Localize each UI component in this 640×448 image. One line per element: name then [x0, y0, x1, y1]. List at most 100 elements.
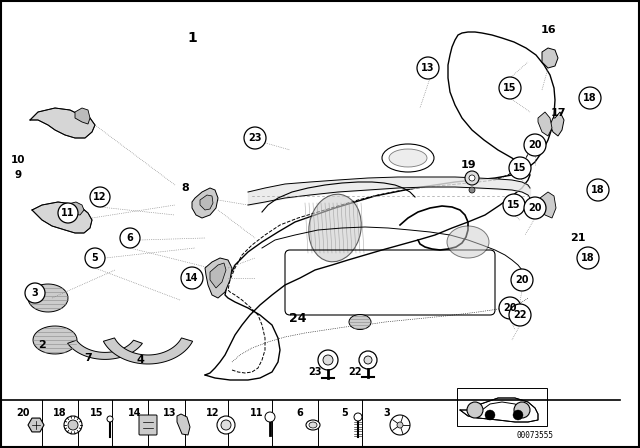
Ellipse shape — [309, 422, 317, 428]
Polygon shape — [28, 284, 68, 312]
Text: 19: 19 — [460, 160, 476, 170]
Text: 5: 5 — [92, 253, 99, 263]
Polygon shape — [200, 195, 213, 210]
Text: 20: 20 — [16, 408, 29, 418]
Polygon shape — [192, 188, 218, 218]
Polygon shape — [538, 112, 552, 136]
Ellipse shape — [447, 226, 489, 258]
Circle shape — [85, 248, 105, 268]
Circle shape — [354, 413, 362, 421]
Text: 6: 6 — [127, 233, 133, 243]
Circle shape — [513, 410, 523, 420]
Text: 14: 14 — [128, 408, 141, 418]
Circle shape — [25, 283, 45, 303]
Text: 20: 20 — [503, 303, 516, 313]
Circle shape — [244, 127, 266, 149]
Circle shape — [465, 171, 479, 185]
Circle shape — [323, 355, 333, 365]
Polygon shape — [75, 108, 90, 124]
Text: 15: 15 — [513, 163, 527, 173]
Text: 18: 18 — [583, 93, 597, 103]
Polygon shape — [68, 202, 84, 215]
Ellipse shape — [349, 314, 371, 329]
Circle shape — [217, 416, 235, 434]
Text: 00073555: 00073555 — [516, 431, 554, 440]
Text: 20: 20 — [528, 140, 541, 150]
Circle shape — [364, 356, 372, 364]
Ellipse shape — [308, 194, 361, 262]
Text: 18: 18 — [53, 408, 67, 418]
Text: 13: 13 — [163, 408, 177, 418]
Circle shape — [181, 267, 203, 289]
Circle shape — [90, 187, 110, 207]
Polygon shape — [540, 192, 556, 218]
Polygon shape — [33, 326, 77, 354]
Circle shape — [58, 203, 78, 223]
Text: 20: 20 — [528, 203, 541, 213]
Text: 22: 22 — [348, 367, 362, 377]
Text: 7: 7 — [84, 353, 92, 363]
Text: 23: 23 — [248, 133, 262, 143]
Text: 10: 10 — [11, 155, 25, 165]
Text: 18: 18 — [591, 185, 605, 195]
Polygon shape — [205, 258, 232, 298]
Text: 22: 22 — [513, 310, 527, 320]
Text: 18: 18 — [581, 253, 595, 263]
Circle shape — [318, 350, 338, 370]
Text: 11: 11 — [61, 208, 75, 218]
Circle shape — [499, 297, 521, 319]
Text: 15: 15 — [503, 83, 516, 93]
Text: 17: 17 — [550, 108, 566, 118]
Text: 23: 23 — [308, 367, 322, 377]
Text: 15: 15 — [90, 408, 104, 418]
Circle shape — [503, 194, 525, 216]
Polygon shape — [30, 108, 95, 138]
Circle shape — [469, 187, 475, 193]
Text: 15: 15 — [508, 200, 521, 210]
Polygon shape — [210, 263, 226, 288]
Circle shape — [587, 179, 609, 201]
Text: 21: 21 — [570, 233, 586, 243]
Circle shape — [579, 87, 601, 109]
Text: 13: 13 — [421, 63, 435, 73]
Polygon shape — [28, 418, 44, 432]
Circle shape — [577, 247, 599, 269]
FancyBboxPatch shape — [139, 415, 157, 435]
Text: 11: 11 — [250, 408, 264, 418]
Polygon shape — [542, 48, 558, 68]
Text: 3: 3 — [31, 288, 38, 298]
Text: 12: 12 — [206, 408, 220, 418]
Circle shape — [485, 410, 495, 420]
Ellipse shape — [389, 149, 427, 167]
Text: 5: 5 — [342, 408, 348, 418]
Circle shape — [68, 420, 78, 430]
Circle shape — [221, 420, 231, 430]
Polygon shape — [460, 398, 538, 422]
Text: 12: 12 — [93, 192, 107, 202]
Text: 9: 9 — [15, 170, 22, 180]
Circle shape — [107, 416, 113, 422]
Circle shape — [469, 175, 475, 181]
Text: 16: 16 — [540, 25, 556, 35]
Circle shape — [524, 134, 546, 156]
Circle shape — [511, 269, 533, 291]
Circle shape — [524, 197, 546, 219]
Text: 14: 14 — [185, 273, 199, 283]
Polygon shape — [32, 202, 92, 233]
Circle shape — [417, 57, 439, 79]
Text: 3: 3 — [383, 408, 390, 418]
Circle shape — [120, 228, 140, 248]
Circle shape — [509, 304, 531, 326]
Circle shape — [64, 416, 82, 434]
Polygon shape — [550, 112, 564, 136]
Polygon shape — [68, 340, 143, 359]
Circle shape — [509, 157, 531, 179]
Text: 6: 6 — [296, 408, 303, 418]
Circle shape — [397, 422, 403, 428]
Polygon shape — [104, 338, 193, 364]
Circle shape — [467, 402, 483, 418]
Circle shape — [359, 351, 377, 369]
Text: 1: 1 — [187, 31, 197, 45]
Circle shape — [265, 412, 275, 422]
Circle shape — [390, 415, 410, 435]
